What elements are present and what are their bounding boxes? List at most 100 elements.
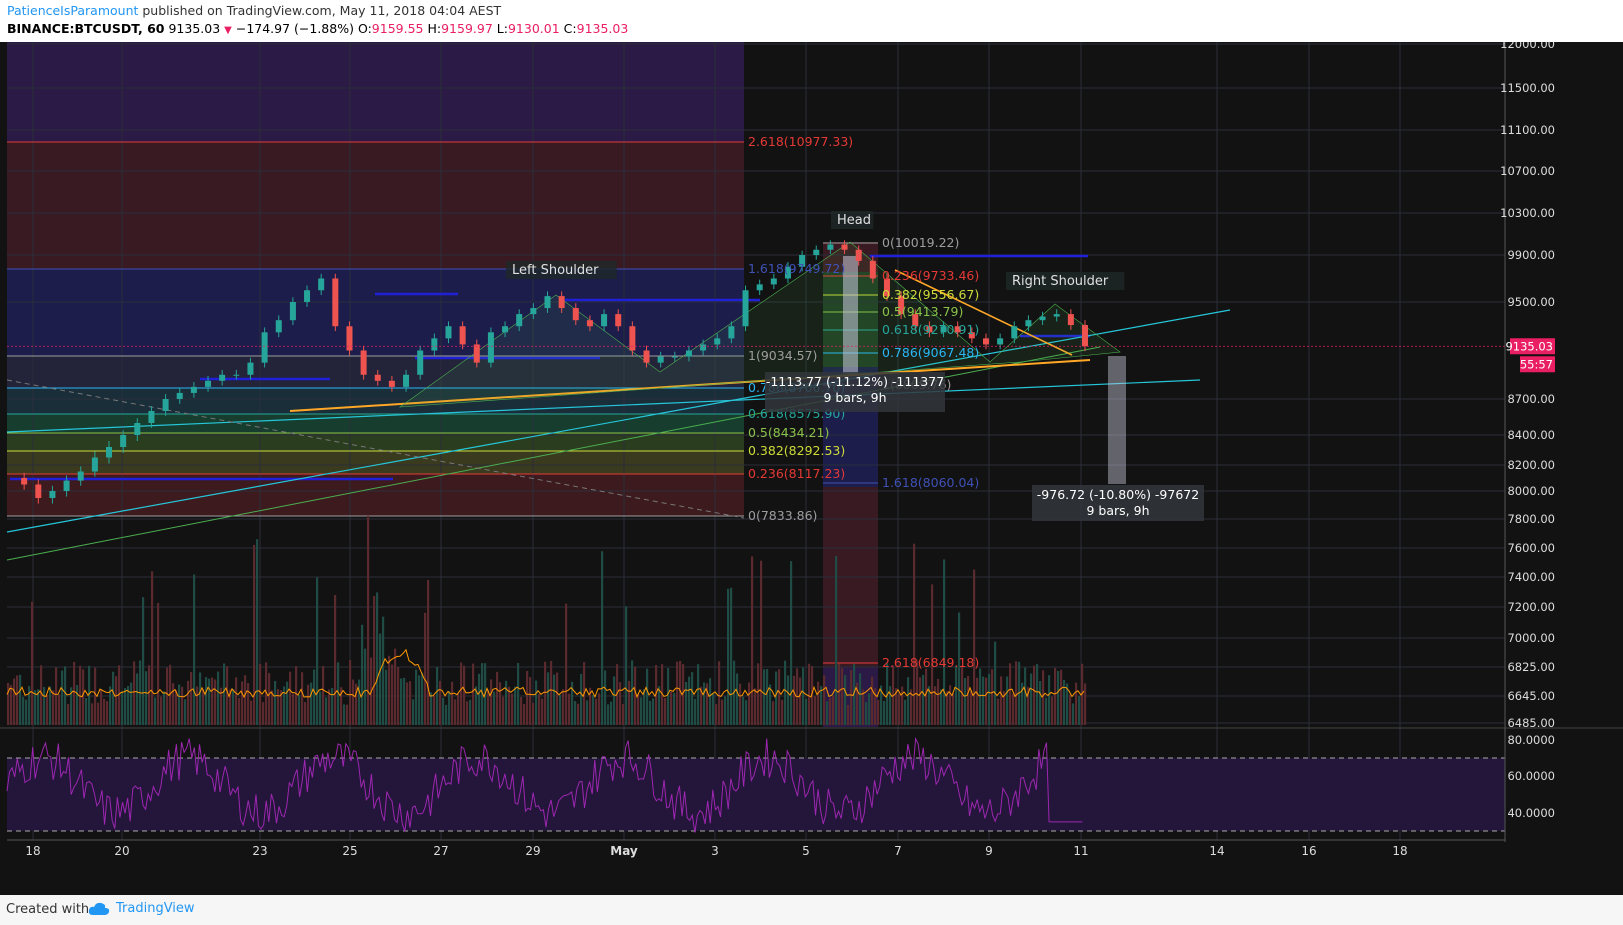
chart-svg[interactable]: 2.618(10977.33) 1.618(9749.72) 1(9034.57) 0… [0,37,1623,895]
volume-bar [838,663,841,725]
volume-bar [397,667,400,725]
volume-bar [106,701,109,725]
fib-right-label: 0.5(9413.79) [882,304,963,319]
volume-bar [871,676,874,725]
volume-bar [418,675,421,725]
volume-bar [610,701,613,725]
measure-bar [1108,356,1126,484]
volume-bar [100,688,103,725]
candle-body [756,284,763,291]
created-with-text: Created with [6,902,90,917]
volume-bar [466,701,469,725]
volume-bar [820,686,823,725]
candle-body [21,478,28,485]
volume-bar [352,679,355,725]
trend-orange-line [894,269,1073,356]
volume-bar [175,690,178,725]
volume-bar [274,681,277,725]
volume-bar [205,677,208,725]
volume-bar [394,648,397,725]
candle-body [318,278,325,291]
volume-bar [46,694,49,725]
volume-bar [898,693,901,725]
fib-right-label: 0.236(9733.46) [882,268,979,283]
volume-bar [1015,661,1018,725]
x-tick-label: 25 [342,844,357,858]
volume-bar [934,686,937,725]
volume-bar [814,696,817,725]
volume-bar [496,671,499,725]
volume-bar [316,577,319,725]
fib-right-label: 0.382(9556.67) [882,287,979,302]
volume-bar [40,665,43,725]
candle-body [502,326,509,333]
candle-body [968,332,975,339]
volume-bar [250,700,253,725]
measure-box [765,372,945,412]
volume-bar [811,666,814,725]
volume-bar [454,699,457,725]
author-link[interactable]: PatienceIsParamount [7,3,139,18]
volume-bar [361,624,364,725]
volume-bar [715,704,718,725]
volume-bar [70,687,73,725]
candles [21,240,1088,504]
volume-bar [145,671,148,725]
volume-bar [883,700,886,725]
volume-bar [508,686,511,725]
volume-bar [85,698,88,725]
volume-bar [1036,664,1039,725]
volume-bar [928,686,931,725]
volume-bar [628,680,631,725]
volume-bar [406,682,409,725]
volume-bar [574,700,577,725]
volume-bar [376,592,379,725]
volume-bar [1048,675,1051,725]
volume-bar [1000,676,1003,725]
fib-zone [7,269,744,356]
volume-bar [970,690,973,725]
volume-bar [601,551,604,725]
volume-bar [985,677,988,725]
candle-body [728,326,735,339]
candle-body [869,260,876,279]
volume-bar [868,693,871,725]
candle-body [799,255,806,267]
volume-bar [595,698,598,725]
volume-bar [553,674,556,725]
tradingview-link[interactable]: TradingView [88,901,195,916]
volume-bar [1045,697,1048,725]
candle-body [91,457,98,472]
volume-bar [829,697,832,725]
candle-body [700,344,707,351]
volume-bar [94,667,97,725]
volume-bar [523,703,526,725]
volume-bar [721,699,724,725]
volume-bar [805,698,808,725]
volume-bar [763,669,766,725]
candle-body [233,374,240,376]
volume-bar [667,668,670,725]
candle-body [1025,320,1032,327]
candle-body [106,447,113,458]
volume-bar [349,660,352,725]
rsi-pane [0,727,1623,833]
volume-bar [766,669,769,725]
rsi-line [6,736,1083,833]
candle-body [855,249,862,261]
volume-bar [421,672,424,725]
chart-canvas[interactable]: 2.618(10977.33) 1.618(9749.72) 1(9034.57) 0… [0,37,1623,895]
volume-bar [319,691,322,725]
volume-bar [73,661,76,725]
volume-bar [835,555,838,725]
volume-bar [163,691,166,725]
volume-bar [946,691,949,725]
volume-bar [109,686,112,725]
y-tick-label: 10700.00 [1500,164,1555,178]
candle-body [813,249,820,255]
volume-bar [673,692,676,725]
annotation-box [1006,272,1125,290]
volume-bar [127,686,130,725]
volume-bar [745,700,748,725]
volume-bar [151,571,154,725]
